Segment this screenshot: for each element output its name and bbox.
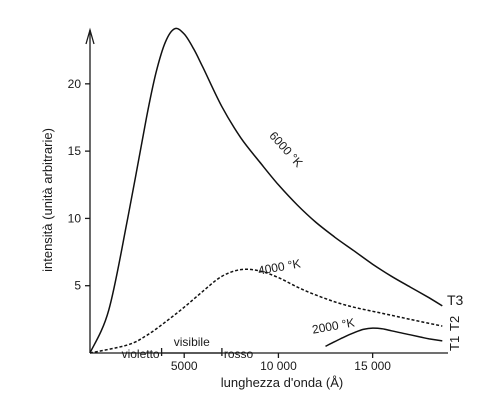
annotation-t1: T1 — [447, 336, 462, 351]
annotation-t3: T3 — [447, 292, 464, 308]
series-line-1 — [89, 268, 443, 354]
series-label-2000k: 2000 °K — [311, 315, 356, 336]
y-axis-arrow — [85, 27, 95, 45]
visible-band-label: visibile — [174, 335, 210, 349]
series-line-2 — [325, 327, 443, 347]
series-label-4000k: 4000 °K — [257, 256, 302, 277]
curves — [89, 27, 443, 354]
x-ticks: 5000 10 000 15 000 — [171, 353, 391, 373]
series-label-6000k: 6000 °K — [266, 129, 305, 170]
x-tick-label: 5000 — [171, 359, 198, 373]
y-tick-label: 5 — [74, 279, 81, 293]
y-tick-label: 20 — [68, 77, 82, 91]
visible-band: visibile violetto rosso — [122, 335, 254, 361]
violet-label: violetto — [122, 347, 160, 361]
series-line-0 — [89, 27, 443, 354]
x-tick-label: 10 000 — [260, 359, 297, 373]
y-ticks: 5 10 15 20 — [68, 77, 90, 293]
y-tick-label: 15 — [68, 144, 82, 158]
x-axis-label: lunghezza d'onda (Å) — [221, 375, 343, 390]
x-tick-label: 15 000 — [354, 359, 391, 373]
annotation-t2: T2 — [447, 316, 462, 331]
red-label: rosso — [224, 347, 254, 361]
y-axis-label: intensità (unità arbitrarie) — [40, 128, 55, 272]
y-tick-label: 10 — [68, 211, 82, 225]
